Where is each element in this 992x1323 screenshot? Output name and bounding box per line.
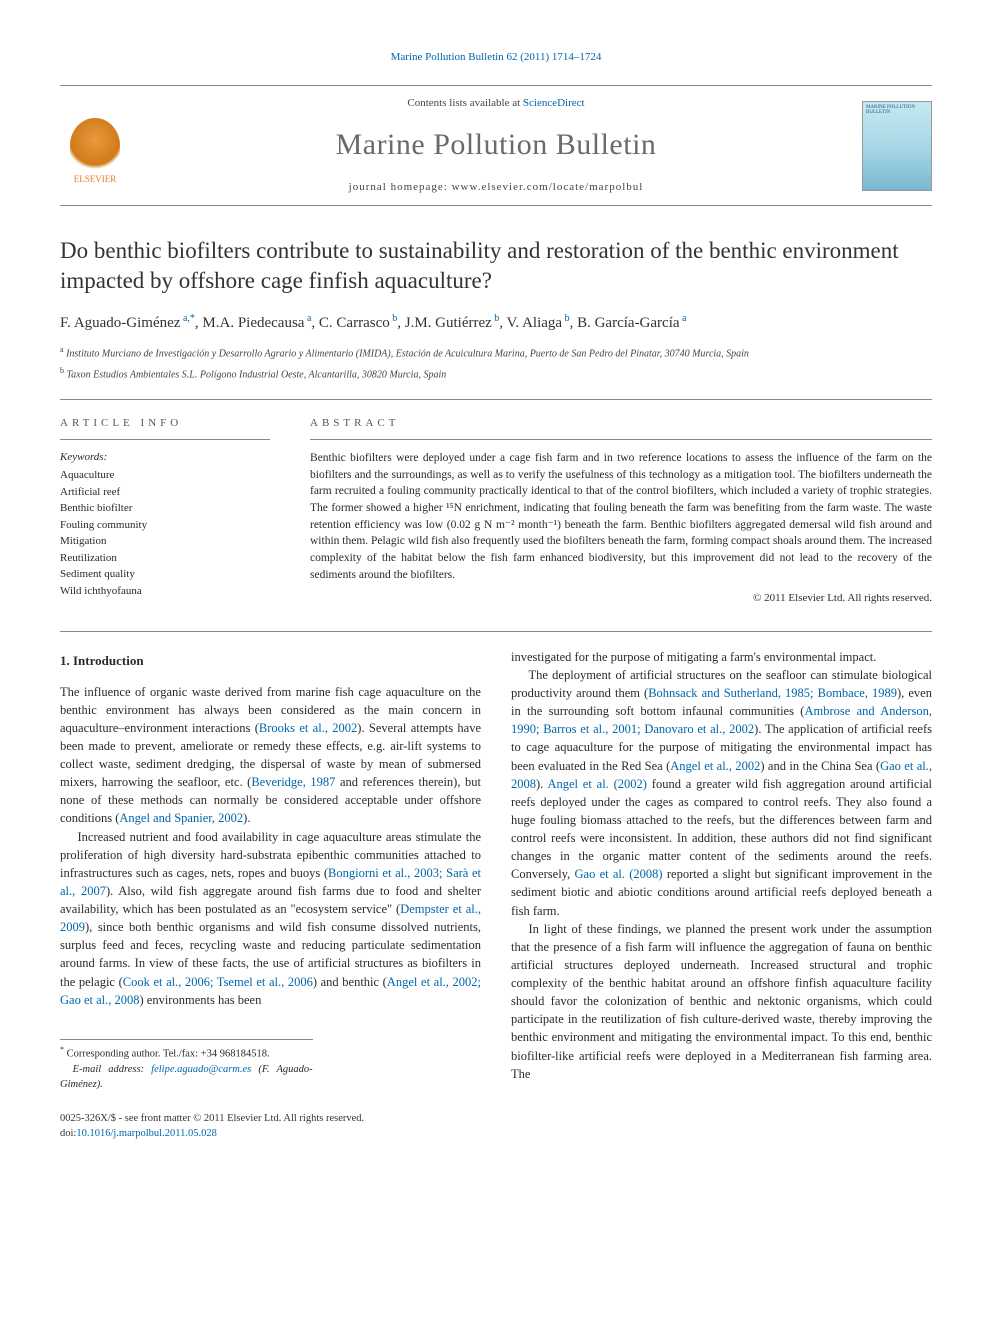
author-affil-sup: a <box>680 313 687 324</box>
author-affil-sup: b <box>562 313 570 324</box>
contents-line: Contents lists available at ScienceDirec… <box>130 96 862 111</box>
keywords-label: Keywords: <box>60 450 270 465</box>
body-paragraph: The influence of organic waste derived f… <box>60 683 481 828</box>
body-paragraph: investigated for the purpose of mitigati… <box>511 648 932 666</box>
author-affil-sup: a, <box>180 313 189 324</box>
divider <box>60 631 932 632</box>
body-paragraph: Increased nutrient and food availability… <box>60 828 481 1009</box>
body-column-left: 1. Introduction The influence of organic… <box>60 648 481 1092</box>
keyword-item: Aquaculture <box>60 467 270 484</box>
authors-line: F. Aguado-Giménez a,*, M.A. Piedecausa a… <box>60 312 932 334</box>
keywords-list: Aquaculture Artificial reef Benthic biof… <box>60 467 270 599</box>
elsevier-logo: ELSEVIER <box>60 106 130 186</box>
author-affil-sup: a <box>304 313 311 324</box>
abstract-copyright: © 2011 Elsevier Ltd. All rights reserved… <box>310 591 932 606</box>
author-affil-sup: b <box>390 313 398 324</box>
keyword-item: Fouling community <box>60 517 270 534</box>
journal-cover-thumbnail[interactable]: MARINE POLLUTION BULLETIN <box>862 101 932 191</box>
abstract-text: Benthic biofilters were deployed under a… <box>310 450 932 583</box>
citation-link[interactable]: Angel et al. (2002) <box>547 777 647 791</box>
author-affil-sup: b <box>492 313 500 324</box>
article-info-label: ARTICLE INFO <box>60 416 270 431</box>
footer-block: 0025-326X/$ - see front matter © 2011 El… <box>60 1112 932 1141</box>
journal-homepage: journal homepage: www.elsevier.com/locat… <box>130 180 862 195</box>
article-info-block: ARTICLE INFO Keywords: Aquaculture Artif… <box>60 416 270 607</box>
citation-line: Marine Pollution Bulletin 62 (2011) 1714… <box>60 50 932 65</box>
doi-link[interactable]: 10.1016/j.marpolbul.2011.05.028 <box>76 1128 216 1139</box>
section-heading: 1. Introduction <box>60 652 481 671</box>
body-paragraph: In light of these findings, we planned t… <box>511 920 932 1083</box>
sciencedirect-link[interactable]: ScienceDirect <box>523 97 585 109</box>
body-paragraph: The deployment of artificial structures … <box>511 666 932 920</box>
keyword-item: Artificial reef <box>60 484 270 501</box>
email-link[interactable]: felipe.aguado@carm.es <box>151 1064 251 1075</box>
divider <box>60 399 932 400</box>
keyword-item: Reutilization <box>60 550 270 567</box>
keyword-item: Wild ichthyofauna <box>60 583 270 600</box>
citation-link[interactable]: Bohnsack and Sutherland, 1985; Bombace, … <box>648 686 897 700</box>
body-column-right: investigated for the purpose of mitigati… <box>511 648 932 1092</box>
corresponding-asterisk[interactable]: * <box>190 313 195 324</box>
elsevier-label: ELSEVIER <box>74 173 117 186</box>
journal-cover-title: MARINE POLLUTION BULLETIN <box>866 105 928 116</box>
journal-masthead: ELSEVIER Contents lists available at Sci… <box>60 85 932 206</box>
elsevier-tree-icon <box>70 118 120 173</box>
journal-name: Marine Pollution Bulletin <box>130 124 862 166</box>
affiliation-line: b Taxon Estudios Ambientales S.L. Polígo… <box>60 365 932 382</box>
abstract-label: ABSTRACT <box>310 416 932 431</box>
citation-link[interactable]: Angel et al., 2002 <box>670 759 760 773</box>
article-title: Do benthic biofilters contribute to sust… <box>60 236 932 296</box>
corresponding-author-block: * Corresponding author. Tel./fax: +34 96… <box>60 1039 313 1092</box>
citation-link[interactable]: Beveridge, 1987 <box>251 775 335 789</box>
citation-link[interactable]: Cook et al., 2006; Tsemel et al., 2006 <box>123 975 313 989</box>
citation-link[interactable]: Gao et al. (2008) <box>575 867 663 881</box>
corresponding-author-line: Corresponding author. Tel./fax: +34 9681… <box>67 1048 270 1059</box>
abstract-block: ABSTRACT Benthic biofilters were deploye… <box>310 416 932 607</box>
affiliation-line: a Instituto Murciano de Investigación y … <box>60 344 932 361</box>
keyword-item: Sediment quality <box>60 566 270 583</box>
keyword-item: Mitigation <box>60 533 270 550</box>
citation-link[interactable]: Marine Pollution Bulletin 62 (2011) 1714… <box>391 51 602 63</box>
body-columns: 1. Introduction The influence of organic… <box>60 648 932 1092</box>
citation-link[interactable]: Brooks et al., 2002 <box>259 721 357 735</box>
keyword-item: Benthic biofilter <box>60 500 270 517</box>
journal-homepage-url[interactable]: www.elsevier.com/locate/marpolbul <box>452 181 644 193</box>
issn-line: 0025-326X/$ - see front matter © 2011 El… <box>60 1112 932 1127</box>
citation-link[interactable]: Angel and Spanier, 2002 <box>119 811 243 825</box>
